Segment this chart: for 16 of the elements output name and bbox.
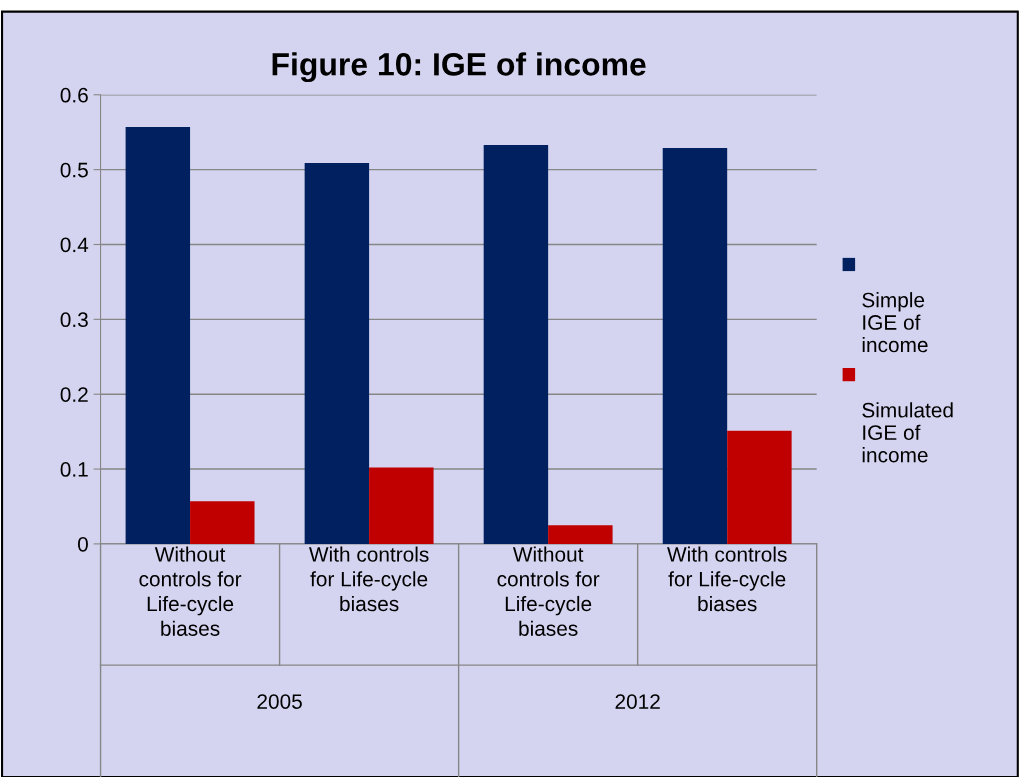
- y-tick-label: 0.2: [60, 387, 88, 402]
- legend-label: Simple IGE of income: [862, 292, 928, 353]
- text: 2012: [615, 694, 660, 709]
- legend-label: Simulated IGE of income: [862, 402, 953, 463]
- x-tick-label: Without controls for Life-cycle biases: [139, 546, 242, 636]
- y-tick-label: 0.6: [60, 87, 88, 103]
- y-tick-label: 0: [77, 536, 88, 552]
- y-tick-label: 0.1: [60, 462, 88, 477]
- x-tick-label: With controls for Life-cycle biases: [309, 546, 429, 612]
- y-tick-label: 0.3: [60, 312, 88, 328]
- y-tick-label: 0.5: [60, 162, 88, 178]
- text: 2005: [257, 694, 302, 709]
- chart-title: Figure 10: IGE of income: [272, 52, 646, 83]
- x-tick-label: With controls for Life-cycle biases: [667, 546, 787, 612]
- x-tick-label: Without controls for Life-cycle biases: [497, 546, 600, 636]
- y-tick-label: 0.4: [60, 237, 89, 253]
